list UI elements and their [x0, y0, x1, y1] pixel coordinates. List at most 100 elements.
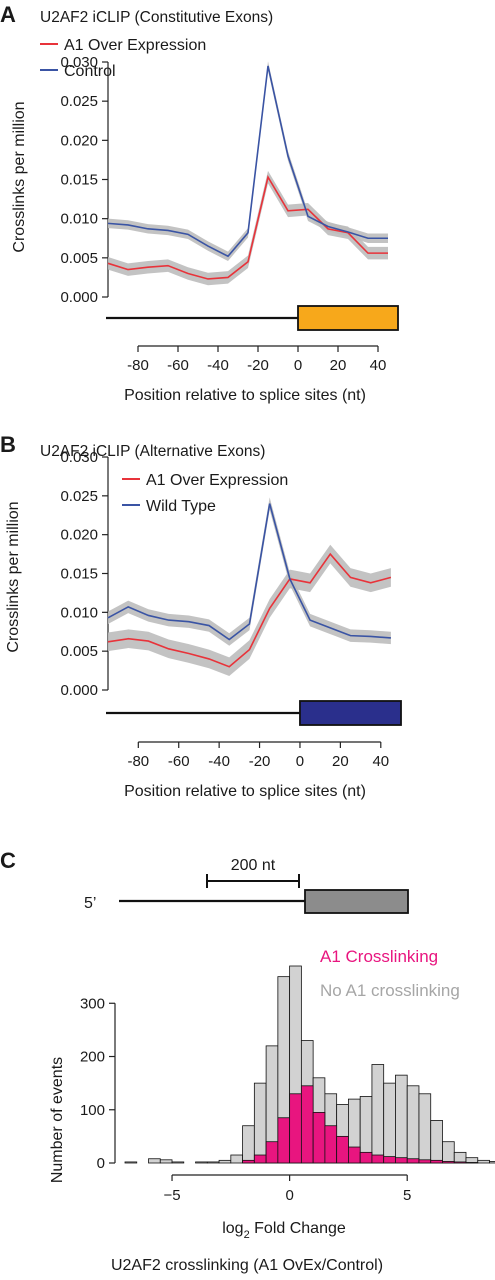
bar-no-a1	[442, 1141, 455, 1164]
y-axis: 0.000 0.005 0.010 0.015 0.020 0.025 0.030	[60, 54, 109, 306]
bar-a1	[406, 1158, 420, 1164]
x-tick-label: −5	[163, 1187, 180, 1204]
x-tick-label: -20	[247, 357, 269, 374]
y-tick-label: 0.005	[60, 643, 98, 660]
bar-a1	[442, 1161, 455, 1164]
bar-a1	[336, 1135, 349, 1164]
exon-box	[297, 305, 399, 331]
bar-no-a1	[159, 1159, 173, 1164]
bar-a1	[324, 1125, 338, 1164]
bar-a1	[289, 1093, 302, 1164]
x-axis-label: Position relative to splice sites (nt)	[124, 387, 366, 404]
bar-a1	[371, 1154, 385, 1164]
legend: A1 Over Expression Control	[40, 37, 206, 80]
legend-label-a1: A1 Over Expression	[146, 472, 288, 489]
x-tick-label: 5	[403, 1187, 411, 1204]
x-axis: -80 -60 -40 -20 0 20 40	[127, 741, 389, 770]
x-axis-label: log2 Fold Change	[222, 1220, 346, 1241]
series-line-0	[107, 552, 392, 668]
x-tick-label: -40	[208, 753, 230, 770]
bar-no-a1	[195, 1161, 208, 1164]
bar-no-a1	[477, 1159, 490, 1164]
error-bands	[108, 61, 388, 286]
bar-no-a1	[489, 1161, 495, 1164]
bar-no-a1	[148, 1158, 161, 1164]
x-tick-label: 40	[372, 753, 389, 770]
error-band-0	[108, 544, 391, 677]
bar-no-a1	[453, 1151, 467, 1164]
bar-no-a1	[406, 1085, 420, 1164]
bar-a1	[265, 1141, 279, 1164]
legend: A1 Over Expression Wild Type	[122, 472, 288, 515]
x-axis-label: Position relative to splice sites (nt)	[124, 783, 366, 800]
panel-letter-b: B	[0, 432, 16, 457]
y-tick-label: 0.000	[60, 682, 98, 699]
y-tick-label: 0.020	[60, 132, 98, 149]
bar-no-a1	[253, 1082, 267, 1164]
bar-no-a1	[383, 1082, 396, 1164]
y-tick-label: 0.005	[60, 250, 98, 267]
y-tick-label: 0.025	[60, 488, 98, 505]
y-axis-label: Crosslinks per million	[5, 501, 22, 652]
bar-no-a1	[124, 1161, 138, 1164]
bar-a1	[242, 1159, 255, 1164]
bar-no-a1	[218, 1159, 232, 1164]
x-tick-label: 20	[330, 357, 347, 374]
exon-box	[299, 700, 402, 726]
bar-no-a1	[395, 1074, 408, 1164]
series-line-0	[107, 175, 388, 280]
bar-a1	[300, 1085, 314, 1164]
x-tick-label: -80	[127, 753, 149, 770]
legend-label-no-a1-crosslinking: No A1 crosslinking	[320, 981, 460, 1000]
gene-model	[106, 700, 402, 726]
bar-no-a1	[230, 1154, 243, 1164]
x-tick-label: 0	[285, 1187, 293, 1204]
x-tick-label: -60	[168, 753, 190, 770]
series-line-1	[107, 503, 391, 641]
bar-no-a1	[242, 1125, 255, 1164]
y-tick-label: 0.015	[60, 172, 98, 189]
x-tick-label: 40	[370, 357, 387, 374]
y-tick-label: 0.020	[60, 527, 98, 544]
five-prime-label: 5’	[84, 895, 96, 912]
bar-no-a1	[418, 1093, 432, 1164]
error-band-1	[108, 497, 391, 646]
bar-a1	[418, 1159, 432, 1164]
scale-bar-label: 200 nt	[231, 857, 276, 874]
y-tick-label: 200	[80, 1049, 105, 1066]
bar-a1	[359, 1151, 373, 1164]
y-tick-label: 100	[80, 1102, 105, 1119]
x-axis: -80 -60 -40 -20 0 20 40	[127, 345, 387, 374]
y-tick-label: 0.015	[60, 566, 98, 583]
bar-a1	[465, 1162, 479, 1164]
y-tick-label: 300	[80, 995, 105, 1012]
y-tick-label: 0.010	[60, 211, 98, 228]
y-axis: 0 100 200 300	[80, 995, 116, 1172]
y-axis-label: Number of events	[49, 1057, 66, 1183]
y-axis-label: Crosslinks per million	[11, 101, 28, 252]
x-tick-label: -40	[207, 357, 229, 374]
x-tick-label: -20	[249, 753, 271, 770]
legend-label-a1-crosslinking: A1 Crosslinking	[320, 947, 438, 966]
bar-no-a1	[206, 1161, 220, 1164]
panel-letter-c: C	[0, 850, 16, 873]
chart-fold-change-histogram: C 5’ 200 nt A1 Crosslinking No A1 crossl…	[0, 850, 495, 1274]
series-line-1	[107, 65, 388, 258]
series-lines	[107, 65, 388, 280]
bars-a1	[242, 1085, 479, 1164]
gene-model	[106, 305, 399, 331]
legend-label-wildtype: Wild Type	[146, 498, 216, 515]
bar-no-a1	[371, 1064, 385, 1164]
chart-constitutive-exons: A U2AF2 iCLIP (Constitutive Exons) A1 Ov…	[0, 2, 399, 404]
x-tick-label: 0	[296, 753, 304, 770]
bar-a1	[277, 1117, 291, 1164]
bar-a1	[430, 1159, 443, 1164]
chart-alternative-exons: B U2AF2 iCLIP (Alternative Exons) A1 Ove…	[0, 432, 402, 800]
y-tick-label: 0	[97, 1155, 105, 1172]
bar-a1	[253, 1154, 267, 1164]
gene-schematic: 5’ 200 nt	[84, 857, 409, 914]
y-tick-label: 0.000	[60, 289, 98, 306]
y-tick-label: 0.030	[60, 54, 98, 71]
error-bands	[108, 497, 391, 677]
y-tick-label: 0.025	[60, 93, 98, 110]
